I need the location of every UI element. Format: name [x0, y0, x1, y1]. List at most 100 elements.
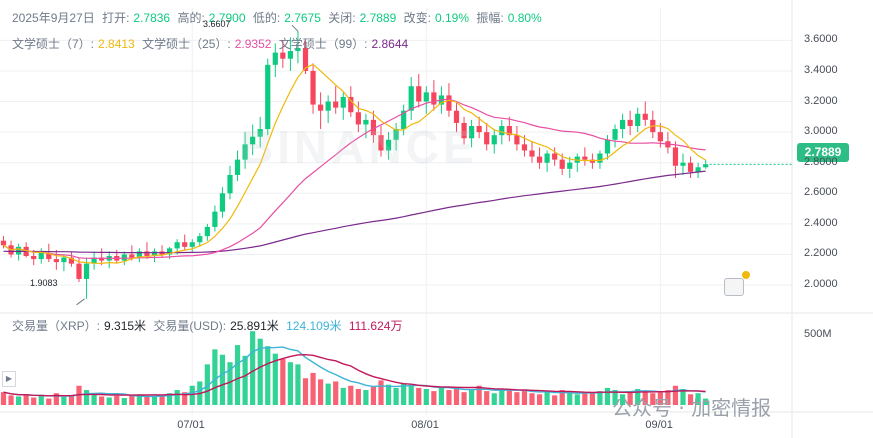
ma99-value: 2.8644 [371, 37, 409, 51]
volume-bar [582, 392, 588, 405]
volume-bar [408, 385, 414, 405]
volume-bar [61, 396, 67, 405]
candle-body [423, 92, 429, 102]
volume-bar [302, 378, 309, 405]
high-marker-label: 3.6607 [203, 19, 231, 29]
volume-bar [99, 396, 105, 405]
candle-body [0, 240, 7, 246]
close-value: 2.7889 [359, 11, 397, 25]
volume-bar [257, 338, 263, 405]
volume-bar [318, 379, 324, 405]
ma25-line [3, 98, 706, 260]
candle-body [68, 257, 75, 264]
candle-body [657, 132, 663, 142]
vol-ma1-value: 124.109米 [286, 319, 342, 333]
volume-bar [446, 390, 452, 405]
volume-bar [106, 397, 112, 405]
volume-bar [0, 392, 7, 405]
candle-body [385, 139, 392, 151]
candle-body [61, 257, 67, 263]
volume-bar [385, 384, 392, 405]
ma25-value: 2.9352 [234, 37, 272, 51]
volume-bar [521, 391, 528, 405]
volume-bar [431, 391, 437, 405]
volume-bar [242, 355, 248, 405]
candle-body [76, 263, 82, 279]
ma99-label: 文学硕士（99）: [278, 37, 368, 51]
candle-body [514, 135, 520, 145]
candle-body [325, 101, 331, 111]
candle-body [302, 48, 309, 71]
candle-body [136, 251, 142, 258]
volume-bar [31, 397, 37, 405]
candle-body [287, 51, 293, 59]
price-tick-label: 3.4000 [804, 63, 838, 76]
candle-body [91, 257, 97, 264]
volume-bar [589, 393, 595, 405]
volume-bar [574, 394, 580, 405]
volume-bar [295, 364, 301, 405]
candle-body [38, 252, 44, 260]
volume-bar [401, 383, 407, 405]
candle-body [604, 139, 611, 154]
volume-bar [348, 385, 354, 405]
time-tick-label: 07/01 [177, 419, 205, 431]
candle-body [529, 150, 535, 157]
volume-bar [650, 393, 656, 405]
candle-body [431, 92, 437, 105]
candle-body [416, 86, 422, 102]
wechat-watermark: 公众号 · 加密情报 [612, 396, 772, 420]
candle-body [204, 226, 210, 237]
volume-bar [552, 395, 558, 405]
candle-body [182, 242, 188, 247]
note-icon[interactable] [724, 278, 744, 296]
volume-bar [16, 396, 22, 405]
volume-bar [657, 392, 663, 405]
volume-bar [393, 387, 399, 405]
amplitude-label: 振幅: [476, 11, 504, 25]
candle-body [197, 236, 203, 243]
candle-body [333, 101, 339, 108]
volume-bar [114, 395, 120, 405]
price-tick-label: 2.6000 [804, 186, 838, 199]
volume-bar [536, 394, 543, 405]
volume-bar [680, 388, 686, 405]
candle-body [499, 126, 505, 136]
volume-bar [234, 345, 241, 405]
price-tick-label: 2.2000 [804, 247, 838, 260]
volume-bar [597, 391, 603, 405]
candle-body [612, 129, 618, 140]
volume-bar [491, 393, 497, 405]
ma99-line [3, 170, 706, 254]
volume-bar [469, 390, 475, 405]
volume-bar [212, 349, 218, 405]
volume-bar [672, 385, 679, 405]
high-value: 2.7900 [208, 11, 246, 25]
volume-bar [174, 390, 180, 405]
ma7-line [3, 63, 706, 265]
price-tick-label: 3.6000 [804, 33, 838, 46]
volume-bar [687, 394, 694, 405]
volume-bar [129, 395, 135, 405]
volume-bar [612, 390, 618, 405]
vol-usd-value: 25.891米 [230, 319, 279, 333]
ohlc-header: 2025年9月27日 打开: 2.7836 高的: 2.7900 低的: 2.7675… [12, 9, 546, 26]
volume-legend: 交易量（XRP）: 9.315米 交易量(USD): 25.891米 124.109… [12, 317, 406, 334]
candle-body [212, 211, 218, 227]
low-value: 2.7675 [284, 11, 321, 25]
binance-watermark: BINANCE [240, 121, 478, 173]
candle-body [83, 263, 90, 279]
low-marker-line [76, 298, 85, 306]
volume-bar [121, 398, 127, 405]
collapse-arrow-icon[interactable]: ▶ [2, 371, 16, 387]
candle-body [687, 162, 694, 172]
vol-ma2-value: 111.624万 [348, 319, 403, 333]
candle-body [461, 122, 467, 139]
volume-bar [91, 394, 97, 405]
open-label: 打开: [102, 11, 130, 25]
price-tick-label: 2.8000 [804, 155, 838, 168]
candle-body [174, 242, 180, 249]
candle-body [635, 113, 641, 126]
volume-bar [567, 393, 573, 405]
